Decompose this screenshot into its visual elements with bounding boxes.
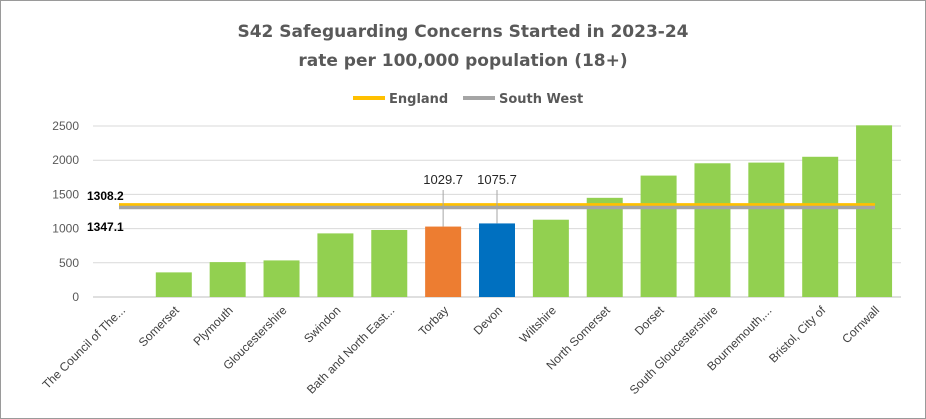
- y-axis: 0 500 1000 1500 2000 2500: [52, 119, 79, 304]
- x-tick-label-devon: Devon: [471, 303, 505, 337]
- x-tick-label-dorset: Dorset: [632, 303, 667, 338]
- bar-swindon: [317, 233, 354, 297]
- bar-bournemouth: [748, 162, 785, 297]
- x-tick-label-plymouth: Plymouth: [191, 303, 236, 348]
- x-tick-label-bath-and-north-east: Bath and North East...: [304, 303, 397, 396]
- bar-devon: [479, 223, 515, 297]
- y-tick-label: 0: [72, 290, 79, 304]
- x-tick-label-torbay: Torbay: [416, 303, 451, 338]
- bar-bath-and-north-east: [371, 229, 408, 297]
- chart-title: S42 Safeguarding Concerns Started in 202…: [237, 22, 688, 42]
- bar-torbay: [425, 226, 462, 297]
- bar-gloucestershire: [263, 260, 300, 297]
- y-tick-label: 500: [59, 256, 79, 270]
- legend-label-south-west: South West: [499, 92, 583, 107]
- x-tick-label-the-council-of-the: The Council of The...: [40, 303, 129, 392]
- y-tick-label: 2000: [52, 153, 79, 167]
- y-tick-label: 2500: [52, 119, 79, 133]
- bar-cornwall: [856, 125, 893, 297]
- bar-wiltshire: [532, 219, 569, 297]
- bar-bristol-city-of: [802, 156, 839, 297]
- reference-label-england: 1347.1: [87, 220, 124, 234]
- chart-legend: England South West: [353, 92, 583, 107]
- x-tick-label-swindon: Swindon: [301, 303, 343, 345]
- x-tick-label-somerset: Somerset: [136, 303, 183, 350]
- x-tick-label-cornwall: Cornwall: [839, 303, 882, 346]
- legend-label-england: England: [389, 92, 448, 107]
- y-tick-label: 1500: [52, 187, 79, 201]
- x-axis: The Council of The... Somerset PlymouthGlo…: [40, 303, 883, 397]
- reference-label-south-west: 1308.2: [87, 189, 124, 203]
- data-label-devon: 1075.7: [477, 172, 517, 187]
- bar-somerset: [155, 272, 192, 297]
- bar-north-somerset: [586, 197, 623, 297]
- x-tick-label-wiltshire: Wiltshire: [517, 303, 560, 346]
- bar-south-gloucestershire: [694, 163, 731, 297]
- bar-plymouth: [209, 262, 246, 297]
- y-tick-label: 1000: [52, 222, 79, 236]
- chart-subtitle: rate per 100,000 population (18+): [298, 51, 627, 71]
- data-labels: 1029.7 1075.7: [423, 172, 517, 227]
- x-tick-label-bristol-city-of: Bristol, City of: [766, 303, 829, 366]
- x-tick-label-south-gloucestershire: South Gloucestershire: [627, 303, 721, 397]
- bar-dorset: [640, 175, 677, 297]
- bar-series: [155, 125, 893, 297]
- data-label-torbay: 1029.7: [423, 172, 463, 187]
